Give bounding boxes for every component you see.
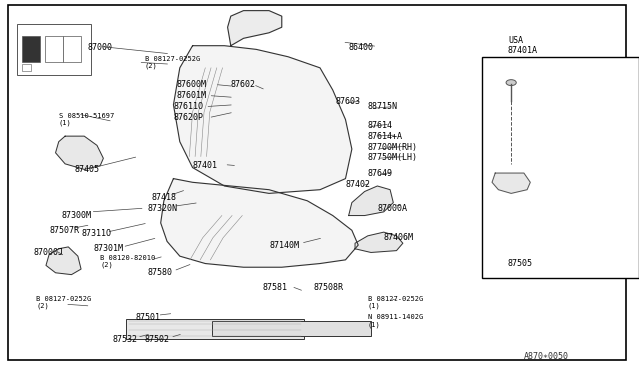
Text: 87507R: 87507R [49,226,79,235]
Text: 87405: 87405 [75,165,100,174]
Text: USA
87401A: USA 87401A [508,36,538,55]
Text: 87601M: 87601M [177,91,207,100]
Bar [22,36,40,62]
Bar [483,57,639,278]
Bar [22,64,31,71]
Text: 87320N: 87320N [148,203,178,213]
Bar [63,36,81,62]
Text: B 08127-0252G
(2): B 08127-0252G (2) [36,296,92,309]
Text: B 08127-0252G
(2): B 08127-0252G (2) [145,55,200,69]
Text: 87700M(RH): 87700M(RH) [368,143,418,152]
Text: 87401: 87401 [193,161,218,170]
Text: 88715N: 88715N [368,102,398,111]
Text: 87611O: 87611O [173,102,204,111]
Polygon shape [46,247,81,275]
Text: 87000A: 87000A [378,203,407,213]
Bar [17,23,91,75]
Polygon shape [173,46,352,193]
Text: 87580: 87580 [148,268,173,277]
Text: 87311O: 87311O [81,230,111,238]
Text: 87000: 87000 [88,43,113,52]
Text: 87418: 87418 [151,193,176,202]
Text: 87300M: 87300M [62,211,92,220]
Polygon shape [355,232,403,253]
Polygon shape [349,186,394,215]
Bar [125,319,304,339]
Text: N 08911-1402G
(1): N 08911-1402G (1) [368,314,423,327]
Text: S 08510-51697
(1): S 08510-51697 (1) [59,113,114,126]
Text: 87000J: 87000J [33,248,63,257]
Text: 87532: 87532 [113,335,138,344]
Text: 87614: 87614 [368,121,393,129]
Polygon shape [492,173,531,193]
Text: 87406M: 87406M [384,233,413,242]
Text: 87750M(LH): 87750M(LH) [368,153,418,162]
Text: 87620P: 87620P [173,113,204,122]
Text: 87402: 87402 [346,180,371,189]
Polygon shape [228,11,282,46]
Polygon shape [56,136,103,169]
Text: 87505: 87505 [508,259,533,268]
Text: B 08120-82010
(2): B 08120-82010 (2) [100,255,156,269]
Circle shape [506,80,516,86]
Text: B 08127-0252G
(1): B 08127-0252G (1) [368,296,423,309]
Text: 87581: 87581 [262,283,287,292]
Text: 87602: 87602 [231,80,256,89]
Text: 87614+A: 87614+A [368,132,403,141]
Bar [45,36,63,62]
Text: 87508R: 87508R [314,283,344,292]
Text: A870∗0050: A870∗0050 [524,352,569,361]
Bar [212,321,371,336]
Text: 87603: 87603 [336,97,361,106]
Text: 87502: 87502 [145,335,170,344]
Text: 86400: 86400 [349,43,374,52]
Polygon shape [161,179,358,267]
Text: 87501: 87501 [135,312,160,321]
Text: 87301M: 87301M [94,244,124,253]
Text: 87140M: 87140M [269,241,299,250]
Text: 87600M: 87600M [177,80,207,89]
Text: 87649: 87649 [368,169,393,177]
